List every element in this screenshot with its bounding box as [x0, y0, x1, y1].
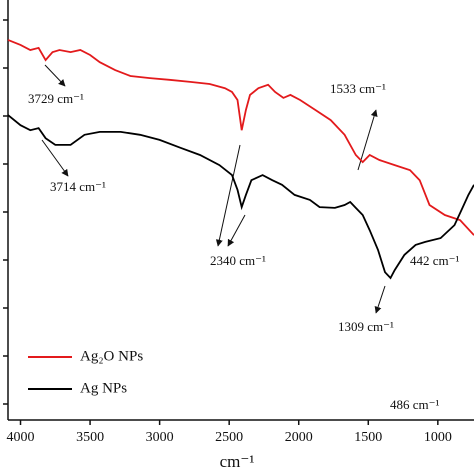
annotation: 1533 cm⁻¹: [330, 81, 386, 96]
x-tick-label: 1000: [424, 430, 452, 445]
x-tick-label: 1500: [354, 430, 382, 445]
series-line: [7, 39, 474, 236]
axes: [3, 0, 474, 421]
annotation: 486 cm⁻¹: [390, 397, 439, 412]
legend-label: Ag NPs: [80, 380, 127, 396]
arrows: [41, 64, 386, 314]
x-tick-label: 2000: [285, 430, 313, 445]
x-axis-label: cm⁻¹: [220, 452, 255, 471]
x-tick-label: 3000: [146, 430, 174, 445]
annotation: 2340 cm⁻¹: [210, 253, 266, 268]
x-tick-label: 4000: [7, 430, 35, 445]
annotation: 1309 cm⁻¹: [338, 319, 394, 334]
series-line: [7, 114, 474, 280]
annotation: 3714 cm⁻¹: [50, 179, 106, 194]
x-tick-label: 2500: [215, 430, 243, 445]
annotation: 442 cm⁻¹: [410, 253, 459, 268]
x-tick-label: 3500: [76, 430, 104, 445]
annotation: 3729 cm⁻¹: [28, 91, 84, 106]
legend-label: Ag₂O NPs: [80, 348, 143, 364]
